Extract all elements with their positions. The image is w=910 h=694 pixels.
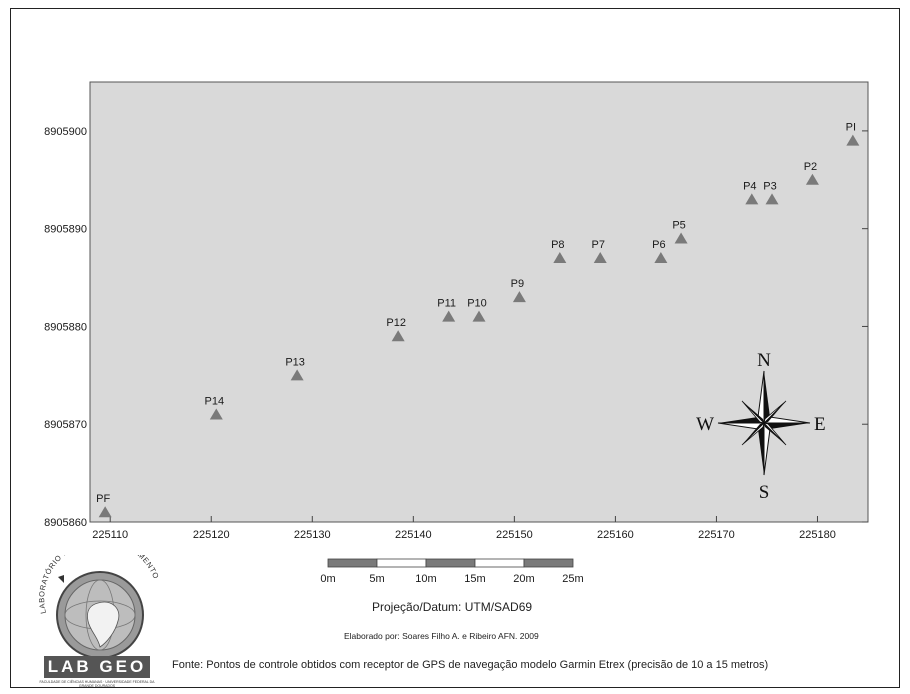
- x-tick-label: 225140: [395, 529, 432, 541]
- lab-geo-logo: LABORATÓRIO DE GEOPROCESSAMENTO: [37, 555, 160, 659]
- compass-east-label: E: [814, 414, 826, 435]
- x-tick-label: 225170: [698, 529, 735, 541]
- compass-star-icon: [717, 370, 811, 476]
- y-tick-label: 8905890: [44, 224, 87, 236]
- control-point-label: PF: [96, 493, 110, 505]
- x-tick-label: 225160: [597, 529, 634, 541]
- control-point-label: P7: [592, 239, 605, 251]
- x-tick-label: 225110: [92, 529, 128, 541]
- lab-geo-subtitle: FACULDADE DE CIÊNCIAS HUMANAS · UNIVERSI…: [39, 680, 155, 688]
- control-point-label: P9: [511, 278, 524, 290]
- control-point-marker: [209, 408, 223, 420]
- control-point-marker: [846, 134, 860, 146]
- control-point-marker: [593, 252, 607, 263]
- scale-label: 15m: [464, 573, 485, 585]
- compass-rose: N S E W: [696, 350, 826, 503]
- control-point-label: P12: [386, 317, 406, 329]
- control-point-marker: [472, 310, 486, 322]
- control-point-label: P5: [672, 219, 685, 231]
- control-point-marker: [674, 232, 688, 244]
- control-point-marker: [654, 252, 668, 263]
- y-axis: 8905860 8905870 8905880 8905890 8905900: [44, 126, 868, 529]
- scale-label: 25m: [562, 573, 583, 585]
- scale-segment: [376, 558, 427, 568]
- scale-label: 10m: [415, 573, 436, 585]
- compass-west-label: W: [696, 414, 714, 435]
- control-point-label: PI: [846, 122, 856, 134]
- control-point-label: P6: [652, 239, 665, 251]
- x-tick-label: 225180: [799, 529, 836, 541]
- author-note: Elaborado por: Soares Filho A. e Ribeiro…: [344, 631, 539, 641]
- x-tick-label: 225120: [193, 529, 230, 541]
- control-point-marker: [805, 173, 819, 185]
- scale-segment: [327, 558, 378, 568]
- scale-bar: 0m 5m 10m 15m 20m 25m: [320, 558, 584, 585]
- control-point-label: P2: [804, 161, 817, 173]
- control-point-label: P10: [467, 298, 487, 310]
- control-point-marker: [391, 330, 405, 342]
- globe-icon: [56, 571, 144, 659]
- x-axis: 225110 225120 225130 225140 225150 225160 2251…: [92, 516, 836, 541]
- x-tick-label: 225150: [496, 529, 533, 541]
- lab-geo-name: LAB GEO: [44, 656, 150, 678]
- projection-note: Projeção/Datum: UTM/SAD69: [372, 600, 533, 614]
- control-point-label: P4: [743, 180, 756, 192]
- y-tick-label: 8905900: [44, 126, 87, 138]
- compass-south-label: S: [759, 482, 770, 503]
- plot-area: [89, 81, 869, 523]
- control-point-label: P3: [763, 180, 776, 192]
- control-point-label: P8: [551, 239, 564, 251]
- source-note: Fonte: Pontos de controle obtidos com re…: [172, 659, 769, 671]
- control-point-marker: [442, 310, 456, 322]
- control-point-marker: [765, 193, 779, 205]
- control-point-label: P11: [437, 298, 456, 310]
- y-tick-label: 8905860: [44, 517, 87, 529]
- control-point-marker: [512, 291, 526, 303]
- x-tick-label: 225130: [294, 529, 331, 541]
- control-point-marker: [290, 369, 304, 381]
- scale-segment: [425, 558, 476, 568]
- control-point-marker: [98, 506, 112, 518]
- control-points: PI P2 P3 P4 P5 P6 P7 P8 P9 P10 P11 P12 P13 P14 PF: [96, 122, 860, 518]
- control-point-label: P13: [285, 356, 305, 368]
- control-point-label: P14: [205, 395, 225, 407]
- y-tick-label: 8905880: [44, 321, 87, 333]
- scale-segment: [474, 558, 525, 568]
- scale-segment: [523, 558, 574, 568]
- scale-label: 0m: [320, 573, 335, 585]
- compass-north-label: N: [757, 350, 771, 371]
- scale-label: 5m: [369, 573, 384, 585]
- scale-label: 20m: [513, 573, 534, 585]
- control-point-marker: [553, 252, 567, 263]
- y-tick-label: 8905870: [44, 419, 87, 431]
- control-point-marker: [745, 193, 759, 205]
